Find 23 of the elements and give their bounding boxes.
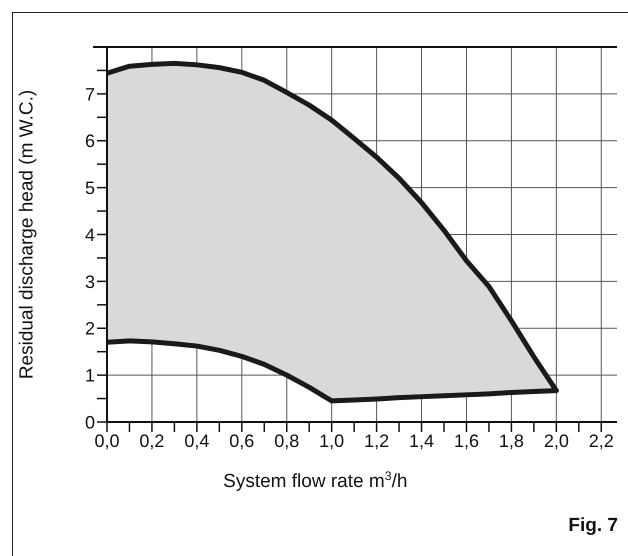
- caption: Fig. 7: [568, 515, 618, 537]
- y-tick-label: 4: [84, 224, 95, 245]
- x-tick-label: 0,0: [94, 430, 120, 451]
- x-tick-label: 1,2: [364, 430, 390, 451]
- y-tick-label: 0: [84, 412, 95, 432]
- x-tick-label: 0,6: [229, 430, 254, 451]
- x-tick-label: 0,8: [274, 430, 300, 451]
- y-tick-label: 2: [84, 318, 95, 339]
- x-tick-label: 1,8: [498, 430, 524, 451]
- y-tick-label: 1: [84, 366, 95, 386]
- y-tick-label: 5: [84, 178, 95, 198]
- x-tick-label: 1,4: [409, 430, 434, 451]
- x-tick-label: 1,0: [319, 430, 344, 451]
- x-axis-title: System flow rate m$^{3}$/h: [223, 469, 408, 492]
- y-axis-title: Residual discharge head (m W.C.): [16, 90, 38, 380]
- y-tick-label: 7: [84, 84, 95, 104]
- x-tick-label: 2,0: [544, 430, 569, 451]
- x-tick-label: 0,4: [184, 430, 210, 451]
- y-tick-label: 6: [84, 131, 95, 152]
- x-tick-label: 0,2: [139, 430, 164, 451]
- y-tick-label: 3: [84, 272, 95, 292]
- x-tick-label: 1,6: [454, 430, 479, 451]
- x-tick-label: 2,2: [588, 430, 614, 451]
